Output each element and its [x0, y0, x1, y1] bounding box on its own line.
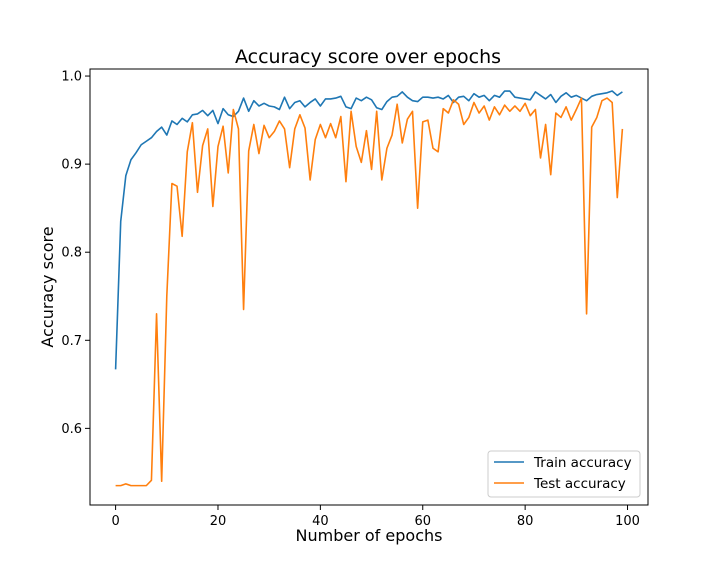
y-tick-label: 0.9	[61, 158, 82, 173]
y-tick-label: 0.7	[61, 334, 82, 349]
x-tick-label: 20	[210, 514, 227, 529]
legend-label-train: Train accuracy	[533, 455, 632, 471]
x-tick-label: 40	[312, 514, 329, 529]
y-tick-label: 0.6	[61, 422, 82, 437]
series-layer	[114, 90, 624, 487]
y-tick-label: 1.0	[61, 70, 82, 85]
y-tick-label: 0.8	[61, 246, 82, 261]
x-tick-label: 80	[517, 514, 534, 529]
series-line-train	[114, 90, 623, 370]
x-axis-label: Number of epochs	[296, 526, 443, 545]
x-axis: 0 20 40 60 80 100	[111, 505, 640, 529]
legend: Train accuracy Test accuracy	[487, 450, 641, 498]
y-axis-label: Accuracy score	[38, 226, 57, 347]
x-tick-label: 60	[414, 514, 431, 529]
chart-title: Accuracy score over epochs	[235, 46, 501, 68]
x-tick-label: 100	[615, 514, 640, 529]
x-tick-label: 0	[111, 514, 119, 529]
series-line-test	[115, 97, 624, 487]
y-axis: 0.6 0.7 0.8 0.9 1.0	[61, 70, 90, 437]
legend-box	[487, 450, 641, 498]
legend-label-test: Test accuracy	[533, 476, 626, 492]
plot-area-frame	[89, 68, 649, 506]
